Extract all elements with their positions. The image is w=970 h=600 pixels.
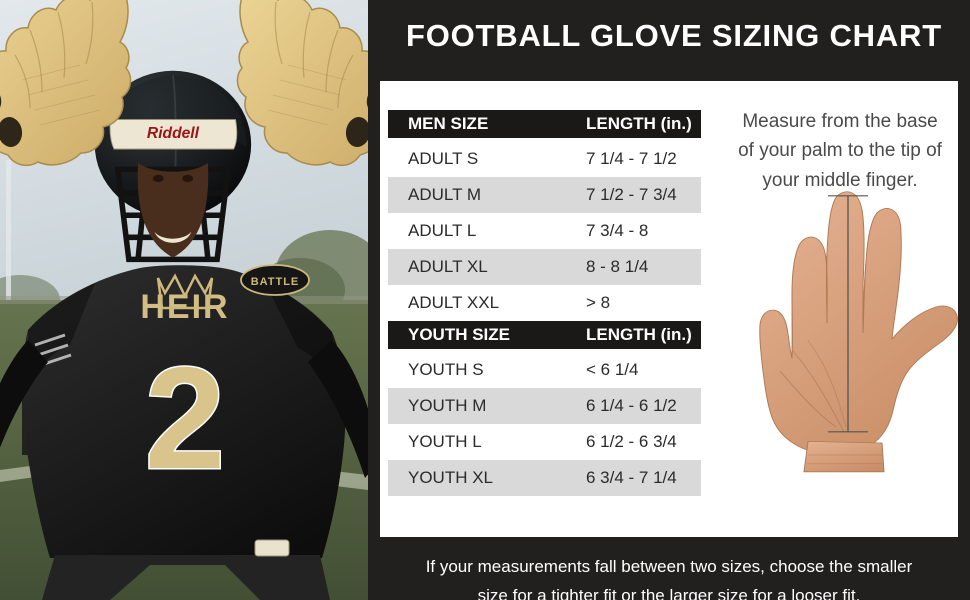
svg-text:Riddell: Riddell	[147, 125, 200, 142]
svg-text:BATTLE: BATTLE	[251, 276, 300, 288]
svg-text:2: 2	[145, 337, 226, 499]
